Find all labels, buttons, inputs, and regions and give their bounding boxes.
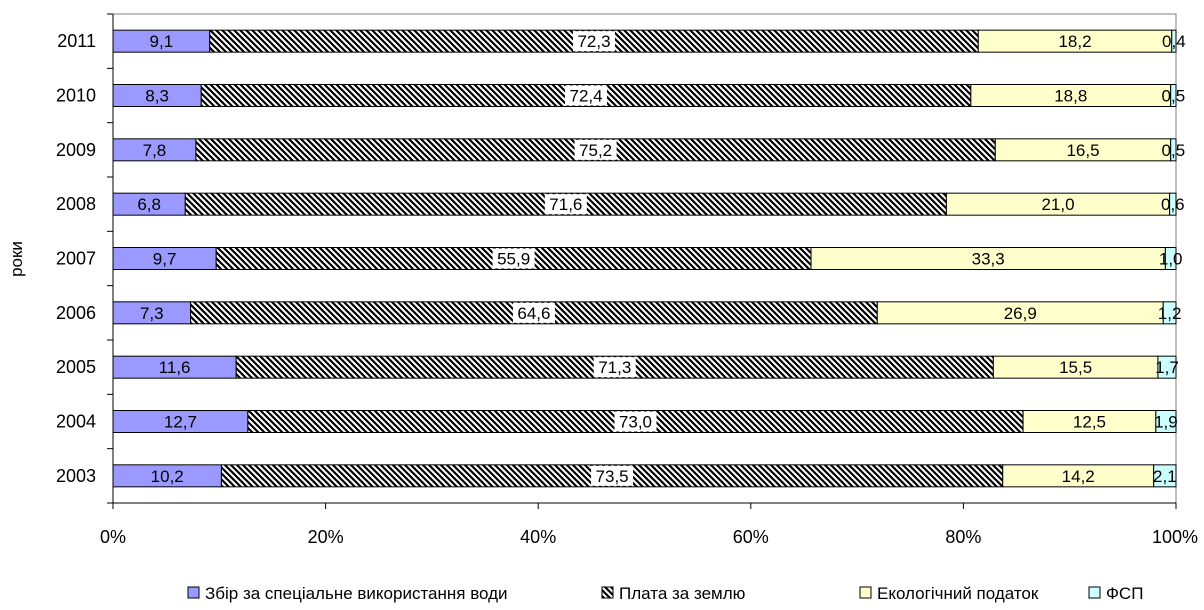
data-label: 15,5 bbox=[1059, 358, 1092, 377]
x-tick-label: 0% bbox=[100, 527, 126, 547]
bar-segment bbox=[1171, 29, 1177, 53]
legend-label: Плата за землю bbox=[619, 584, 746, 603]
y-tick-label: 2009 bbox=[56, 140, 96, 160]
data-label: 21,0 bbox=[1041, 195, 1074, 214]
data-label-background bbox=[565, 85, 608, 106]
data-label: 1,9 bbox=[1154, 413, 1178, 432]
data-label-background bbox=[591, 465, 634, 486]
bar-segment bbox=[1157, 355, 1177, 379]
x-tick-label: 80% bbox=[945, 527, 981, 547]
bar-segment bbox=[1162, 301, 1177, 325]
legend-swatch bbox=[1088, 586, 1101, 599]
data-label: 1,7 bbox=[1155, 358, 1179, 377]
y-tick-label: 2007 bbox=[56, 249, 96, 269]
data-label: 18,2 bbox=[1058, 32, 1091, 51]
x-tick-label: 20% bbox=[308, 527, 344, 547]
data-label: 14,2 bbox=[1062, 467, 1095, 486]
y-tick-label: 2004 bbox=[56, 412, 96, 432]
x-tick-label: 60% bbox=[733, 527, 769, 547]
data-label: 18,8 bbox=[1054, 87, 1087, 106]
data-label: 33,3 bbox=[972, 250, 1005, 269]
data-label: 7,3 bbox=[140, 304, 164, 323]
data-label-background bbox=[492, 248, 535, 269]
data-label: 73,5 bbox=[596, 467, 629, 486]
data-label-background bbox=[544, 194, 587, 215]
y-tick-label: 2006 bbox=[56, 303, 96, 323]
data-label: 16,5 bbox=[1066, 141, 1099, 160]
data-label: 71,3 bbox=[598, 358, 631, 377]
y-tick-label: 2005 bbox=[56, 357, 96, 377]
axes: 2011 2010 2009 2008 2007 2006 2005 2004 2003 0% 20… bbox=[56, 13, 1198, 547]
legend-label: ФСП bbox=[1106, 584, 1143, 603]
data-label-background bbox=[614, 411, 657, 432]
data-label: 6,8 bbox=[137, 195, 161, 214]
data-label-background bbox=[593, 357, 636, 378]
data-label: 9,1 bbox=[150, 32, 174, 51]
data-label: 0,4 bbox=[1162, 32, 1186, 51]
data-label: 0,5 bbox=[1162, 141, 1186, 160]
data-label: 11,6 bbox=[159, 358, 191, 377]
bar-segment bbox=[1153, 464, 1177, 488]
data-label: 10,2 bbox=[151, 467, 184, 486]
y-tick-label: 2010 bbox=[56, 86, 96, 106]
data-label: 9,7 bbox=[153, 250, 177, 269]
data-label: 12,7 bbox=[164, 413, 197, 432]
data-label-background bbox=[574, 139, 617, 160]
x-tick-label: 40% bbox=[520, 527, 556, 547]
data-label: 26,9 bbox=[1004, 304, 1037, 323]
data-label: 2,1 bbox=[1153, 467, 1177, 486]
bar-segment bbox=[1170, 138, 1177, 162]
data-label: 72,4 bbox=[569, 87, 602, 106]
data-label: 71,6 bbox=[549, 195, 582, 214]
data-label-background bbox=[573, 31, 616, 52]
data-label: 73,0 bbox=[619, 413, 652, 432]
data-label: 8,3 bbox=[145, 87, 169, 106]
data-label-group: 9,1 72,3 18,2 0,4 8,3 72,4 18,8 0,5 7,8 75,2 16,5 0… bbox=[137, 31, 1186, 486]
bar-segment bbox=[1155, 410, 1177, 433]
y-tick-label: 2003 bbox=[56, 466, 96, 486]
legend: Збір за спеціальне використання води Плат… bbox=[187, 584, 1143, 603]
data-label: 0,6 bbox=[1161, 195, 1185, 214]
data-label: 55,9 bbox=[497, 250, 530, 269]
legend-label: Екологічний податок bbox=[877, 584, 1039, 603]
x-tick-label: 100% bbox=[1152, 527, 1198, 547]
legend-swatch bbox=[187, 586, 200, 599]
legend-swatch bbox=[601, 586, 614, 599]
data-label: 72,3 bbox=[577, 32, 610, 51]
data-label: 75,2 bbox=[579, 141, 612, 160]
data-label: 0,5 bbox=[1162, 87, 1186, 106]
data-label: 1,2 bbox=[1158, 304, 1182, 323]
legend-label: Збір за спеціальне використання води bbox=[205, 584, 508, 603]
bar-segment bbox=[1170, 84, 1177, 107]
data-label-background bbox=[512, 302, 555, 323]
legend-swatch bbox=[859, 586, 872, 599]
data-label: 12,5 bbox=[1073, 413, 1106, 432]
y-axis-title: роки bbox=[7, 241, 26, 277]
data-label: 1,0 bbox=[1159, 250, 1183, 269]
y-tick-label: 2008 bbox=[56, 194, 96, 214]
y-tick-label: 2011 bbox=[57, 31, 96, 51]
bar-segment bbox=[1164, 247, 1177, 270]
bar-segment bbox=[1169, 192, 1177, 216]
data-label: 64,6 bbox=[517, 304, 550, 323]
data-label: 7,8 bbox=[143, 141, 167, 160]
